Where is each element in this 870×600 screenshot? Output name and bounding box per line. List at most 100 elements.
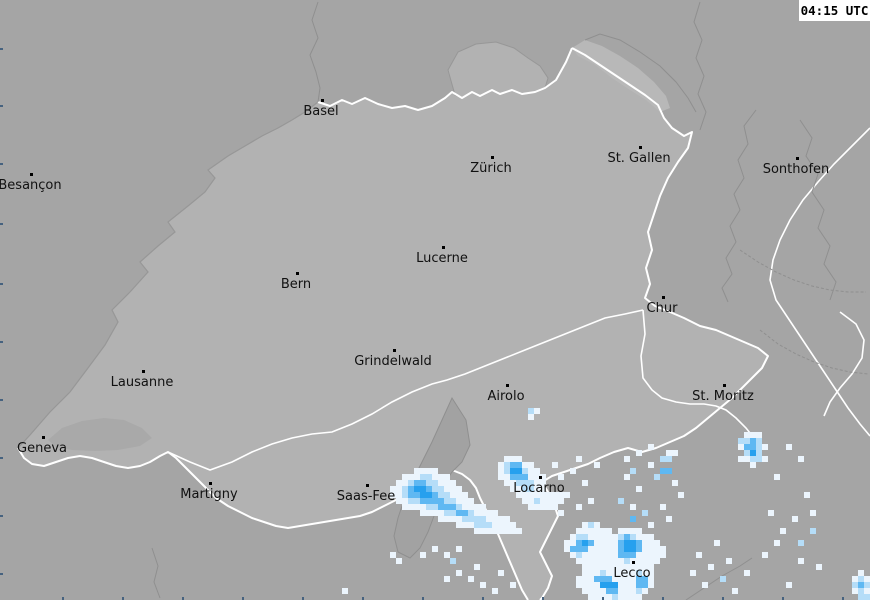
precip-cell-level-1: [576, 534, 588, 540]
precip-cell-level-0: [666, 450, 678, 456]
precip-cell-level-0: [474, 528, 522, 534]
precip-cell-level-3: [414, 486, 426, 492]
precip-cell-level-0: [696, 552, 702, 558]
precip-cell-level-0: [576, 576, 654, 582]
precip-cell-level-2: [510, 474, 528, 480]
lake-geneva: [48, 418, 152, 451]
bottom-edge-tick: [62, 597, 64, 600]
precip-cell-level-1: [750, 456, 762, 462]
precip-cell-level-2: [624, 534, 630, 540]
border-germany-austria-2: [721, 109, 757, 303]
precip-cell-level-0: [630, 504, 636, 510]
city-dot-sonthofen: [796, 157, 799, 160]
precip-cell-level-2: [456, 510, 468, 516]
timestamp-badge: 04:15 UTC: [799, 0, 870, 21]
precip-cell-level-1: [600, 570, 606, 576]
precip-cell-level-0: [522, 498, 564, 504]
precip-cell-level-0: [690, 570, 696, 576]
precip-cell-level-1: [630, 468, 636, 474]
bottom-edge-tick: [782, 597, 784, 600]
bottom-edge-tick: [422, 597, 424, 600]
left-edge-tick: [0, 399, 3, 401]
precip-cell-level-0: [582, 564, 654, 570]
precip-cell-level-1: [528, 408, 534, 414]
bottom-edge-tick: [362, 597, 364, 600]
border-dashed-1: [739, 249, 866, 293]
precip-cell-level-0: [780, 528, 786, 534]
precip-cell-level-0: [576, 504, 582, 510]
precip-cell-level-0: [816, 564, 822, 570]
precip-cell-level-0: [678, 492, 684, 498]
precip-cell-level-0: [564, 540, 660, 546]
precip-cell-level-0: [660, 504, 666, 510]
city-label-sonthofen: Sonthofen: [763, 162, 830, 177]
precip-cell-level-1: [450, 558, 456, 564]
precip-cell-level-0: [576, 528, 612, 534]
precip-cell-level-0: [786, 444, 792, 450]
left-edge-tick: [0, 341, 3, 343]
city-dot-grindelwald: [393, 349, 396, 352]
precip-cell-level-0: [750, 462, 756, 468]
city-label-basel: Basel: [303, 104, 338, 119]
bottom-edge-tick: [722, 597, 724, 600]
precip-cell-level-0: [798, 558, 804, 564]
precip-cell-level-1: [858, 588, 864, 594]
lake-constance: [572, 40, 670, 112]
precip-cell-level-1: [660, 456, 672, 462]
precip-cell-level-0: [444, 552, 450, 558]
city-label-lecco: Lecco: [613, 566, 650, 581]
precip-cell-level-2: [744, 444, 756, 450]
city-label-bern: Bern: [281, 277, 311, 292]
precip-cell-level-3: [600, 582, 618, 588]
precip-cell-level-0: [768, 510, 774, 516]
precip-cell-level-1: [810, 528, 816, 534]
precip-cell-level-0: [564, 546, 666, 552]
precip-cell-level-3: [624, 546, 636, 552]
city-label-besan-on: Besançon: [0, 178, 62, 193]
precip-cell-level-0: [732, 588, 738, 594]
city-dot-chur: [662, 296, 665, 299]
city-dot-lausanne: [142, 370, 145, 373]
bottom-edge-tick: [842, 597, 844, 600]
precip-cell-level-2: [618, 552, 636, 558]
precip-cell-level-1: [798, 540, 804, 546]
precip-cell-level-0: [498, 570, 504, 576]
precip-cell-level-0: [774, 540, 780, 546]
precip-cell-level-1: [858, 576, 864, 582]
precip-cell-level-0: [666, 516, 672, 522]
precip-cell-level-1: [642, 510, 648, 516]
bottom-edge-tick: [542, 597, 544, 600]
city-dot-z-rich: [491, 156, 494, 159]
precip-cell-level-0: [582, 570, 654, 576]
precip-cell-level-0: [576, 456, 582, 462]
precip-cell-level-2: [630, 516, 636, 522]
precip-cell-level-3: [750, 450, 756, 456]
precip-cell-level-2: [570, 546, 588, 552]
precip-cell-level-0: [558, 474, 564, 480]
precip-cell-level-0: [648, 444, 654, 450]
precip-cell-level-0: [474, 564, 480, 570]
cities-layer: Besançon Basel Zürich St. Gallen Sonthofen Lu…: [0, 99, 829, 581]
precip-cell-level-0: [576, 558, 660, 564]
bottom-edge-tick: [182, 597, 184, 600]
city-label-lucerne: Lucerne: [416, 251, 468, 266]
border-germany-austria-1: [693, 1, 707, 131]
border-lake-shore-north: [584, 33, 697, 113]
border-italy-southwest: [151, 547, 161, 599]
precip-cell-level-0: [444, 576, 450, 582]
city-label-z-rich: Zürich: [470, 161, 512, 176]
precip-cell-level-0: [342, 588, 348, 594]
precip-cell-level-0: [624, 456, 630, 462]
precip-cell-level-0: [648, 462, 654, 468]
precip-cell-level-0: [636, 486, 642, 492]
precip-cell-level-0: [798, 456, 804, 462]
precip-cell-level-1: [588, 522, 594, 528]
border-jura: [17, 101, 319, 449]
precip-cell-level-0: [414, 468, 438, 474]
left-edge-tick: [0, 283, 3, 285]
border-livigno-loop: [823, 311, 865, 417]
city-dot-lecco: [632, 561, 635, 564]
precipitation-layer: [342, 408, 870, 600]
precip-cell-level-0: [564, 492, 570, 498]
